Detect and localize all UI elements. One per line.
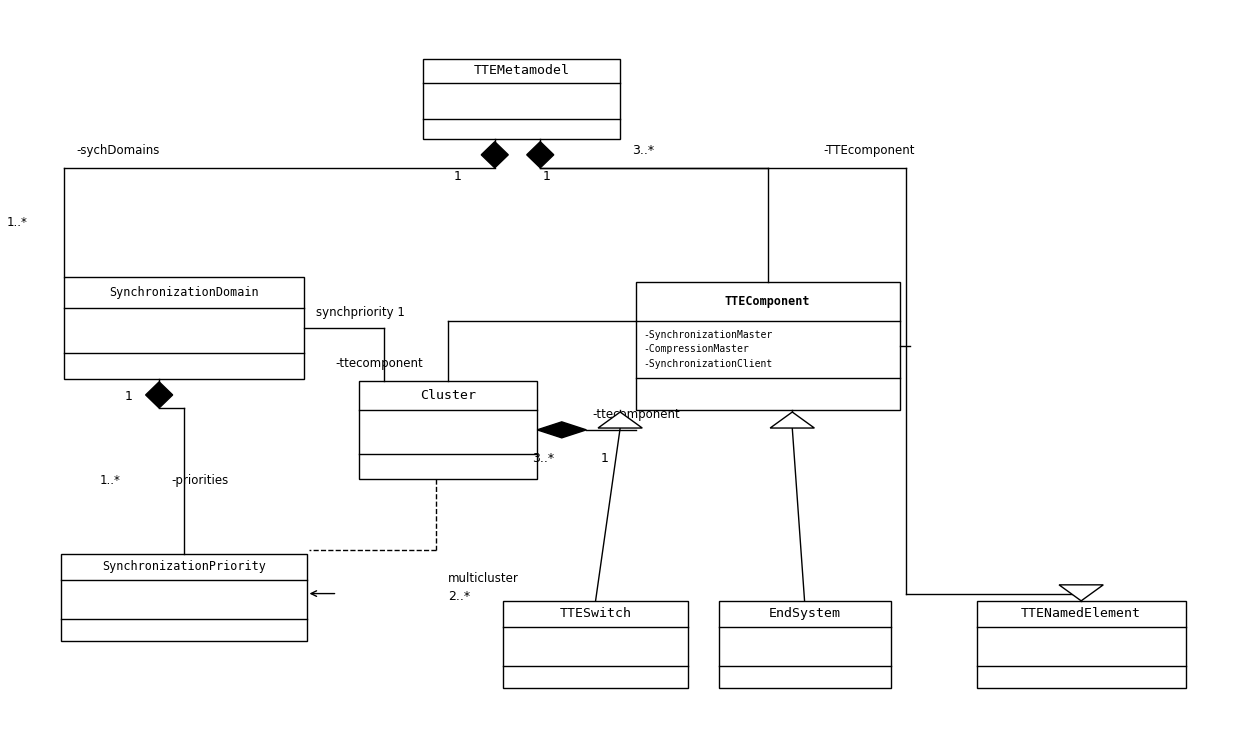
Bar xyxy=(719,601,891,688)
Text: Cluster: Cluster xyxy=(420,389,476,402)
Text: -ttecomponent: -ttecomponent xyxy=(336,357,424,369)
Text: 3..*: 3..* xyxy=(533,452,554,464)
Text: multicluster: multicluster xyxy=(449,572,519,584)
Text: -CompressionMaster: -CompressionMaster xyxy=(643,344,748,354)
Bar xyxy=(424,59,621,139)
Text: 1: 1 xyxy=(543,170,550,183)
Bar xyxy=(636,283,900,410)
Text: 1..*: 1..* xyxy=(6,216,27,229)
Polygon shape xyxy=(481,142,508,168)
Text: -ttecomponent: -ttecomponent xyxy=(592,408,680,421)
Text: -SynchronizationMaster: -SynchronizationMaster xyxy=(643,330,772,340)
Polygon shape xyxy=(527,142,554,168)
Text: TTESwitch: TTESwitch xyxy=(560,607,632,620)
Polygon shape xyxy=(146,382,172,408)
Bar xyxy=(359,381,538,479)
Text: 3..*: 3..* xyxy=(632,144,654,157)
Text: synchpriority 1: synchpriority 1 xyxy=(316,306,405,319)
Text: 1: 1 xyxy=(124,390,133,403)
Polygon shape xyxy=(771,412,814,428)
Text: SynchronizationDomain: SynchronizationDomain xyxy=(109,286,259,299)
Polygon shape xyxy=(598,412,642,428)
Bar xyxy=(503,601,688,688)
Text: -sychDomains: -sychDomains xyxy=(76,144,160,157)
Text: 1..*: 1..* xyxy=(99,474,120,487)
Text: -SynchronizationClient: -SynchronizationClient xyxy=(643,358,772,369)
Text: 2..*: 2..* xyxy=(449,590,470,603)
Text: -TTEcomponent: -TTEcomponent xyxy=(823,144,914,157)
Text: TTENamedElement: TTENamedElement xyxy=(1021,607,1141,620)
Bar xyxy=(64,277,304,379)
Polygon shape xyxy=(1059,585,1103,601)
Bar xyxy=(976,601,1186,688)
Polygon shape xyxy=(538,422,586,438)
Bar xyxy=(61,553,307,641)
Text: TTEMetamodel: TTEMetamodel xyxy=(473,64,570,77)
Text: SynchronizationPriority: SynchronizationPriority xyxy=(102,560,265,573)
Text: EndSystem: EndSystem xyxy=(768,607,840,620)
Text: 1: 1 xyxy=(453,170,462,183)
Text: TTEComponent: TTEComponent xyxy=(725,295,810,308)
Text: -priorities: -priorities xyxy=(171,474,229,487)
Text: 1: 1 xyxy=(601,452,608,464)
